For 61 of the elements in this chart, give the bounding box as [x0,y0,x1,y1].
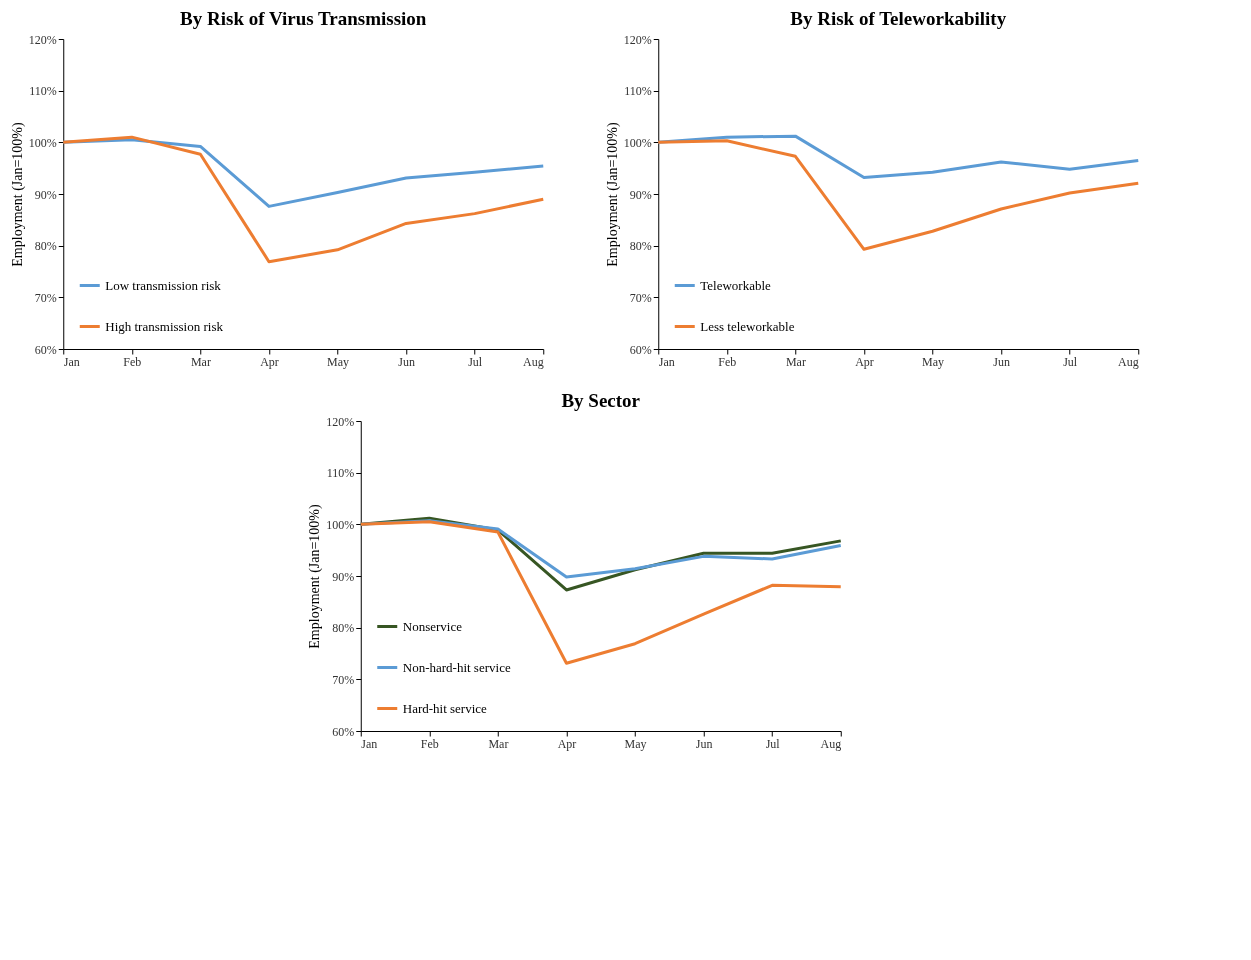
legend-label: Teleworkable [700,277,772,293]
y-tick-label: 80% [629,239,652,254]
x-tick-label: Aug [1118,354,1139,369]
x-tick-label: May [922,354,945,369]
y-tick-label: 120% [623,32,652,47]
y-tick-label: 70% [629,290,652,305]
legend-label: High transmission risk [105,318,224,334]
legend-label: Low transmission risk [105,277,222,293]
x-tick-label: Apr [855,354,874,369]
legend-label: Nonservice [402,618,463,634]
x-tick-label: Feb [420,736,439,751]
y-axis-title: Employment (Jan=100%) [604,121,621,267]
y-axis-title: Employment (Jan=100%) [307,503,324,649]
x-tick-label: Jun [993,354,1010,369]
chart-title: By Risk of Virus Transmission [180,8,427,29]
y-tick-label: 100% [326,517,355,532]
x-tick-label: Aug [523,354,544,369]
y-tick-label: 70% [332,672,355,687]
y-axis-title: Employment (Jan=100%) [9,121,26,267]
y-tick-label: 120% [28,32,57,47]
x-tick-label: Feb [123,354,142,369]
y-tick-label: 60% [629,342,652,357]
y-tick-label: 60% [34,342,57,357]
x-tick-label: Jan [63,354,80,369]
x-tick-label: Jan [658,354,675,369]
x-tick-label: May [327,354,350,369]
legend-label: Non-hard-hit service [402,659,511,675]
x-tick-label: Apr [557,736,577,751]
x-tick-label: Mar [488,736,509,751]
y-tick-label: 110% [326,466,355,481]
line-series [359,520,843,665]
y-tick-label: 70% [34,290,57,305]
y-tick-label: 60% [332,724,355,739]
x-tick-label: Aug [820,736,842,751]
y-tick-label: 90% [629,187,652,202]
x-tick-label: May [624,736,647,751]
x-tick-label: Jun [695,736,713,751]
y-tick-label: 120% [326,414,355,429]
x-tick-label: Jun [398,354,415,369]
line-series [656,139,1140,251]
y-tick-label: 100% [623,135,652,150]
x-tick-label: Apr [260,354,279,369]
legend-label: Less teleworkable [700,318,795,334]
chart-title: By Sector [561,390,641,411]
x-tick-label: Jul [765,736,781,751]
x-tick-label: Jul [468,354,483,369]
y-tick-label: 80% [34,239,57,254]
y-tick-label: 90% [332,569,355,584]
y-tick-label: 90% [34,187,57,202]
chart-title: By Risk of Teleworkability [790,8,1007,29]
line-series [61,135,545,264]
legend-label: Hard-hit service [402,700,488,716]
x-tick-label: Jul [1063,354,1078,369]
y-tick-label: 110% [624,84,652,99]
y-tick-label: 100% [28,135,57,150]
y-tick-label: 110% [29,84,57,99]
x-tick-label: Jan [361,736,378,751]
x-tick-label: Feb [718,354,737,369]
x-tick-label: Mar [785,354,806,369]
y-tick-label: 80% [332,621,355,636]
x-tick-label: Mar [190,354,211,369]
